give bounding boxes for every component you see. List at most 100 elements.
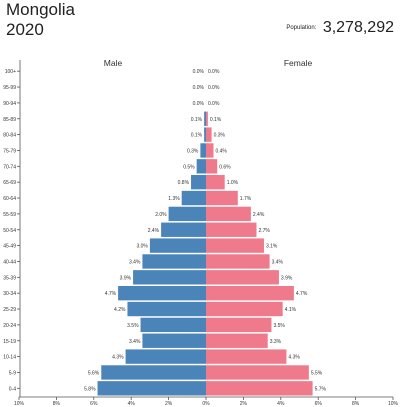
female-bar: [206, 270, 279, 285]
age-group-label: 0-4: [9, 386, 16, 392]
male-value-label: 2.0%: [155, 212, 167, 218]
male-value-label: 4.7%: [105, 291, 117, 297]
age-group-label: 85-89: [3, 117, 16, 123]
x-tick-label: 8%: [53, 401, 61, 407]
country-title: Mongolia: [6, 0, 75, 19]
female-bar: [206, 333, 268, 348]
female-value-label: 5.5%: [311, 370, 323, 376]
female-value-label: 4.1%: [285, 307, 297, 313]
male-value-label: 2.4%: [148, 228, 160, 234]
female-bar: [206, 111, 208, 126]
age-group-label: 40-44: [3, 259, 16, 265]
male-value-label: 4.2%: [114, 307, 126, 313]
x-tick-label: 6%: [90, 401, 98, 407]
age-group-label: 25-29: [3, 307, 16, 313]
male-value-label: 0.0%: [193, 69, 205, 75]
female-value-label: 3.1%: [266, 244, 278, 250]
male-bar: [161, 222, 206, 237]
male-value-label: 0.1%: [191, 117, 203, 123]
female-value-label: 1.0%: [227, 180, 239, 186]
female-value-label: 0.0%: [208, 69, 220, 75]
female-value-label: 3.4%: [272, 259, 284, 265]
female-value-label: 0.0%: [208, 101, 220, 107]
male-bar: [204, 111, 206, 126]
age-group-label: 70-74: [3, 164, 16, 170]
male-bar: [118, 286, 206, 301]
female-value-label: 3.5%: [273, 323, 285, 329]
population-value: 3,278,292: [322, 19, 394, 36]
x-tick-label: 4%: [128, 401, 136, 407]
male-value-label: 3.9%: [120, 275, 132, 281]
female-value-label: 5.7%: [315, 386, 327, 392]
female-value-label: 0.3%: [214, 133, 226, 139]
x-tick-label: 0%: [202, 401, 210, 407]
age-group-label: 100+: [5, 69, 16, 75]
female-value-label: 0.1%: [210, 117, 222, 123]
male-bar: [191, 175, 206, 190]
male-bar: [140, 317, 206, 333]
female-bar: [206, 365, 309, 380]
age-group-label: 55-59: [3, 212, 16, 218]
age-group-label: 65-69: [3, 180, 16, 186]
female-value-label: 3.9%: [281, 275, 293, 281]
male-bar: [204, 127, 206, 142]
x-tick-label: 6%: [315, 401, 323, 407]
male-bar: [142, 333, 206, 348]
male-value-label: 5.8%: [84, 386, 96, 392]
population-readout: Population: 3,278,292: [286, 19, 394, 37]
male-value-label: 5.6%: [88, 370, 100, 376]
x-tick-label: 2%: [165, 401, 173, 407]
female-bar: [206, 286, 294, 301]
male-value-label: 3.4%: [129, 259, 141, 265]
male-bar: [149, 238, 206, 253]
female-value-label: 2.7%: [258, 228, 270, 234]
female-bar: [206, 317, 272, 333]
female-value-label: 2.4%: [253, 212, 265, 218]
female-bar: [206, 222, 257, 237]
female-value-label: 4.7%: [296, 291, 308, 297]
male-value-label: 3.5%: [127, 323, 139, 329]
legend-male: Male: [104, 58, 123, 68]
age-group-label: 30-34: [3, 291, 16, 297]
age-group-label: 5-9: [9, 370, 16, 376]
age-group-label: 95-99: [3, 85, 16, 91]
female-bar: [206, 175, 225, 190]
male-bar: [97, 381, 206, 396]
female-value-label: 0.0%: [208, 85, 220, 91]
male-bar: [125, 349, 206, 364]
female-bar: [206, 238, 264, 253]
male-bar: [200, 143, 206, 158]
male-value-label: 4.3%: [112, 355, 124, 361]
age-group-label: 75-79: [3, 148, 16, 154]
age-group-label: 60-64: [3, 196, 16, 202]
population-label: Population:: [286, 25, 317, 31]
x-tick-label: 10%: [388, 401, 399, 407]
female-bar: [206, 206, 251, 222]
female-value-label: 4.3%: [288, 355, 300, 361]
age-group-label: 50-54: [3, 228, 16, 234]
female-bar: [206, 143, 214, 158]
male-value-label: 0.0%: [193, 101, 205, 107]
male-value-label: 3.4%: [129, 339, 141, 345]
x-tick-label: 2%: [240, 401, 248, 407]
female-bar: [206, 127, 212, 142]
female-bar: [206, 349, 287, 364]
x-tick-label: 10%: [14, 401, 25, 407]
age-group-label: 15-19: [3, 339, 16, 345]
male-bar: [181, 190, 206, 206]
female-bar: [206, 190, 238, 206]
male-value-label: 1.3%: [168, 196, 180, 202]
female-bar: [206, 254, 270, 269]
female-value-label: 3.3%: [270, 339, 282, 345]
male-value-label: 0.0%: [193, 85, 205, 91]
female-bar: [206, 301, 283, 317]
male-bar: [127, 301, 206, 317]
x-tick-label: 4%: [277, 401, 285, 407]
female-bar: [206, 159, 218, 174]
male-value-label: 3.0%: [136, 244, 148, 250]
legend-female: Female: [284, 58, 313, 68]
male-bar: [133, 270, 206, 285]
male-value-label: 0.5%: [183, 164, 195, 170]
age-group-label: 10-14: [3, 355, 16, 361]
